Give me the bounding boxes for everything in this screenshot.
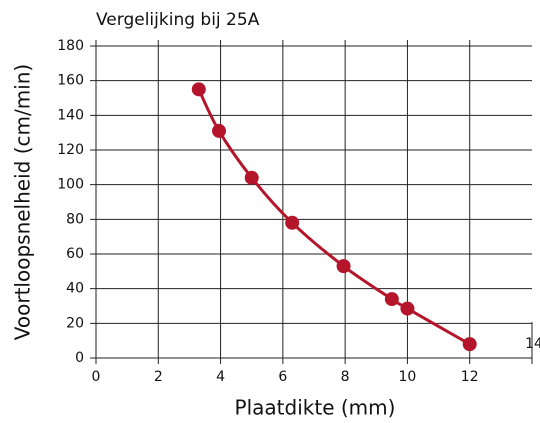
- marker: [244, 170, 259, 185]
- marker: [285, 215, 300, 230]
- x-tick-label: 12: [461, 369, 479, 385]
- y-tick-label: 120: [57, 142, 84, 158]
- y-tick-label: 140: [57, 107, 84, 123]
- x-axis-label: Plaatdikte (mm): [235, 396, 396, 420]
- marker: [212, 123, 227, 138]
- x-tick-label: 8: [341, 369, 350, 385]
- y-tick-label: 0: [75, 350, 84, 366]
- y-tick-label: 40: [66, 281, 84, 297]
- y-tick-label: 60: [66, 246, 84, 262]
- chart-title: Vergelijking bij 25A: [96, 10, 260, 30]
- x-tick-label: 6: [278, 369, 287, 385]
- x-tick-label: 4: [216, 369, 225, 385]
- marker: [384, 292, 399, 307]
- x-tick-label: 10: [399, 369, 417, 385]
- x-tick-label: 2: [154, 369, 163, 385]
- marker: [191, 82, 206, 97]
- line: [197, 88, 471, 346]
- x-tick-label: 14: [525, 336, 540, 352]
- x-tick-label: 0: [92, 369, 101, 385]
- y-tick-label: 20: [66, 315, 84, 331]
- y-tick-label: 100: [57, 177, 84, 193]
- marker: [336, 259, 351, 274]
- y-tick-label: 80: [66, 211, 84, 227]
- y-tick-label: 180: [57, 38, 84, 54]
- marker: [400, 301, 415, 316]
- marker: [462, 337, 477, 352]
- y-axis-label: Voortloopsnelheid (cm/min): [11, 64, 35, 340]
- y-tick-label: 160: [57, 73, 84, 89]
